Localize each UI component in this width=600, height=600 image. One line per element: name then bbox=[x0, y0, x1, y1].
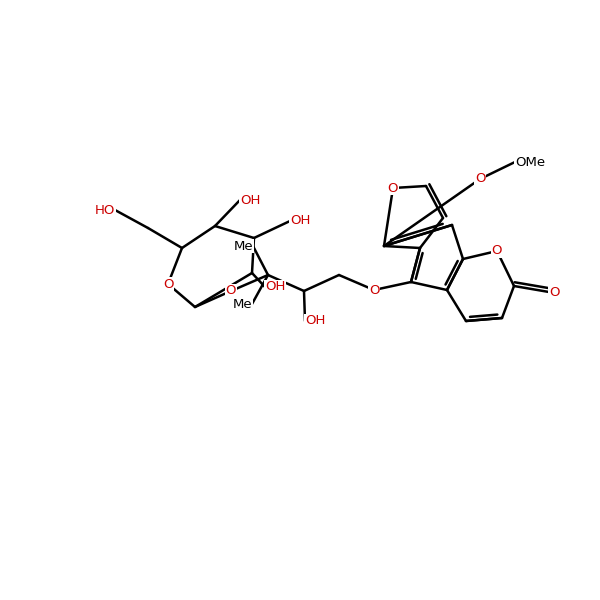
Text: HO: HO bbox=[95, 203, 115, 217]
Text: O: O bbox=[369, 283, 379, 296]
Text: OH: OH bbox=[240, 193, 260, 206]
Text: OH: OH bbox=[290, 214, 310, 227]
Text: O: O bbox=[549, 286, 560, 298]
Text: OH: OH bbox=[305, 314, 325, 328]
Text: O: O bbox=[475, 173, 485, 185]
Text: O: O bbox=[226, 284, 236, 298]
Text: OH: OH bbox=[265, 280, 286, 293]
Text: Me: Me bbox=[232, 298, 252, 311]
Text: O: O bbox=[388, 181, 398, 194]
Text: OMe: OMe bbox=[515, 155, 545, 169]
Text: O: O bbox=[492, 245, 502, 257]
Text: Me: Me bbox=[233, 239, 253, 253]
Text: O: O bbox=[163, 277, 173, 290]
